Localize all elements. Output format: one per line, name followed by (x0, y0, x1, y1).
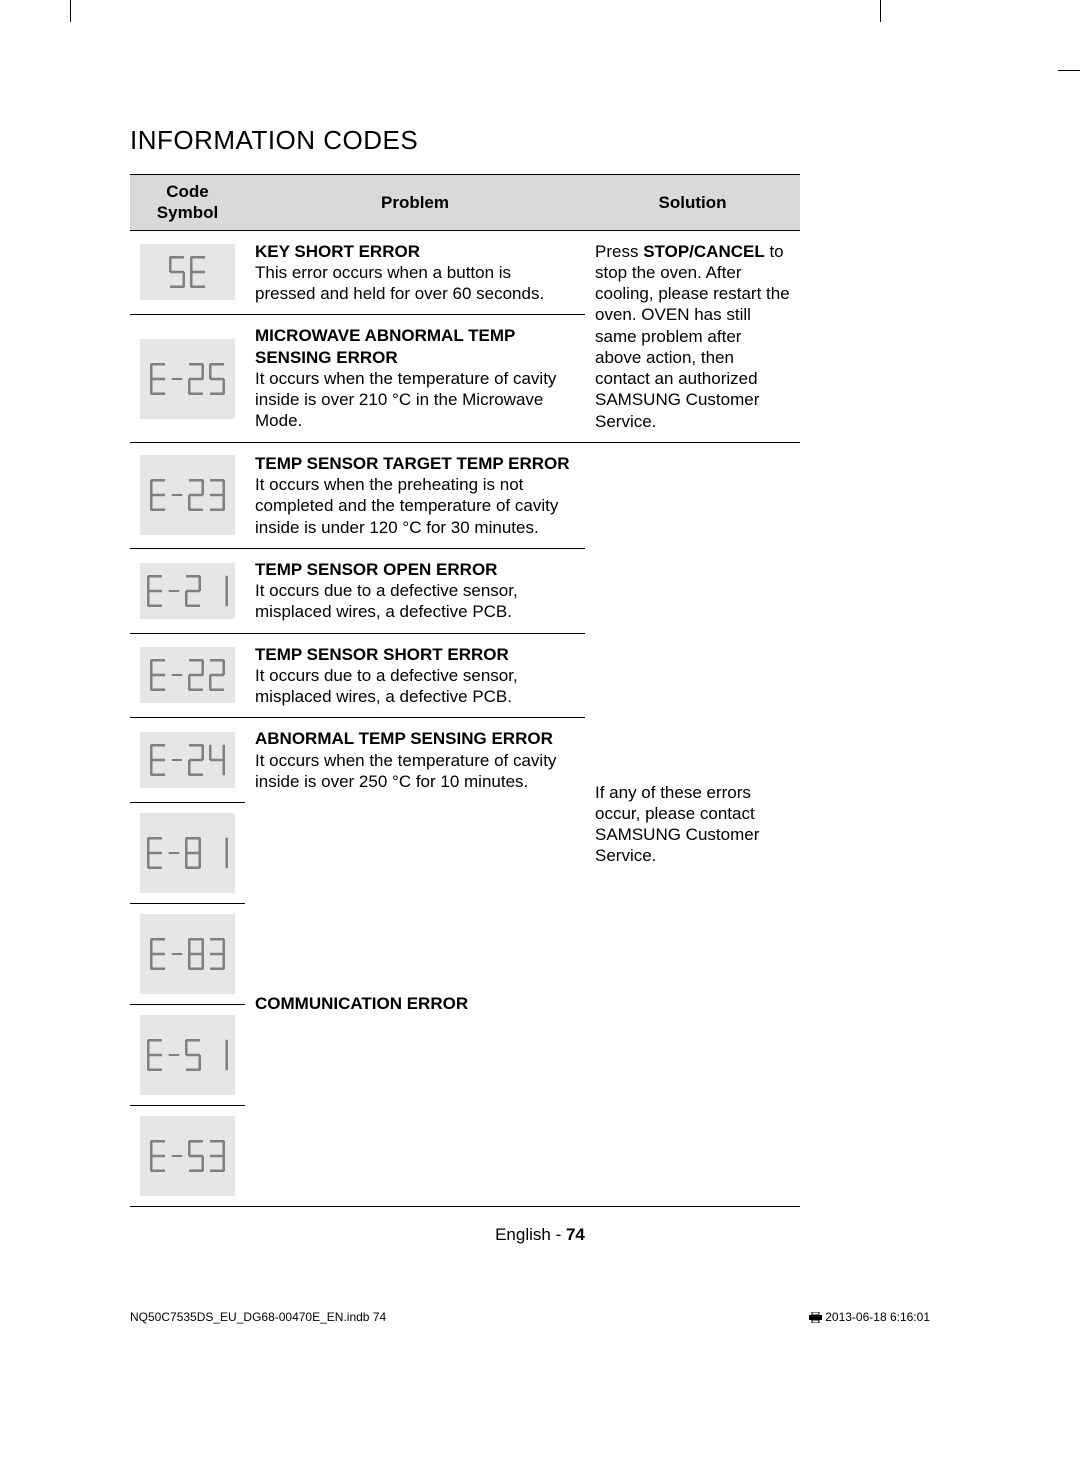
page-content: INFORMATION CODES Code Symbol Problem So… (130, 125, 800, 1207)
problem-title: MICROWAVE ABNORMAL TEMP SENSING ERROR (255, 326, 515, 366)
code-symbol (140, 563, 235, 619)
problem-title: KEY SHORT ERROR (255, 242, 420, 261)
table-row: TEMP SENSOR TARGET TEMP ERROR It occurs w… (130, 442, 800, 548)
problem-body: It occurs when the temperature of cavity… (255, 751, 556, 791)
footer-language: English - (495, 1225, 566, 1244)
table-row: KEY SHORT ERROR This error occurs when a … (130, 230, 800, 315)
problem-body: It occurs due to a defective sensor, mis… (255, 666, 518, 706)
solution-bold: STOP/CANCEL (643, 242, 765, 261)
header-code: Code Symbol (130, 175, 245, 231)
problem-body: This error occurs when a button is press… (255, 263, 544, 303)
code-symbol (140, 813, 235, 893)
crop-mark (70, 0, 71, 22)
problem-title: ABNORMAL TEMP SENSING ERROR (255, 729, 553, 748)
page-footer-center: English - 74 (0, 1225, 1080, 1245)
header-problem: Problem (245, 175, 585, 231)
page-footer-filename: NQ50C7535DS_EU_DG68-00470E_EN.indb 74 (130, 1310, 386, 1324)
problem-title: TEMP SENSOR TARGET TEMP ERROR (255, 454, 570, 473)
solution-cell: If any of these errors occur, please con… (585, 442, 800, 1206)
page-title: INFORMATION CODES (130, 125, 800, 156)
footer-page-number: 74 (566, 1225, 585, 1244)
problem-body: It occurs when the preheating is not com… (255, 475, 558, 537)
code-symbol (140, 647, 235, 703)
code-symbol (140, 244, 235, 300)
problem-title: TEMP SENSOR SHORT ERROR (255, 645, 509, 664)
problem-title: COMMUNICATION ERROR (255, 994, 468, 1013)
error-codes-table: Code Symbol Problem Solution KEY SHORT E… (130, 174, 800, 1207)
code-symbol (140, 339, 235, 419)
code-symbol (140, 914, 235, 994)
problem-cell: COMMUNICATION ERROR (245, 802, 585, 1206)
problem-body: It occurs when the temperature of cavity… (255, 369, 556, 431)
problem-title: TEMP SENSOR OPEN ERROR (255, 560, 497, 579)
code-symbol (140, 732, 235, 788)
code-symbol (140, 1116, 235, 1196)
header-solution: Solution (585, 175, 800, 231)
solution-text: Press (595, 242, 643, 261)
solution-cell: Press STOP/CANCEL to stop the oven. Afte… (585, 230, 800, 442)
code-symbol (140, 455, 235, 535)
problem-body: It occurs due to a defective sensor, mis… (255, 581, 518, 621)
code-symbol (140, 1015, 235, 1095)
solution-text: to stop the oven. After cooling, please … (595, 242, 790, 431)
printer-icon (809, 1312, 822, 1323)
solution-text: If any of these errors occur, please con… (595, 783, 759, 866)
page-footer-timestamp: 2013-06-18 6:16:01 (809, 1310, 930, 1324)
crop-mark (1058, 70, 1080, 71)
crop-mark (880, 0, 881, 22)
